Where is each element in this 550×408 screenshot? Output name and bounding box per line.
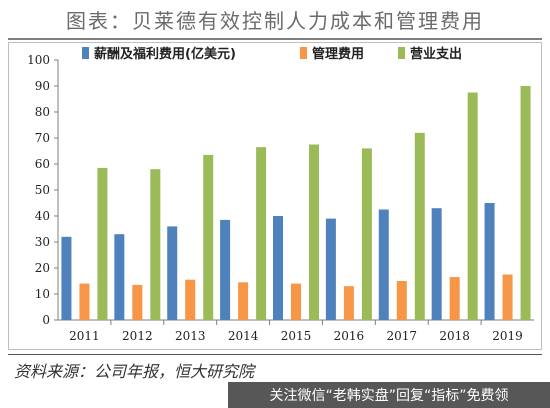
bar-2-2019 [502,274,513,320]
legend-swatch-3 [398,47,405,59]
x-tick-label: 2012 [122,329,153,343]
source-note: 资料来源：公司年报，恒大研究院 [14,362,255,381]
bar-2-2015 [291,283,301,320]
bar-1-2016 [325,218,336,320]
y-tick-label: 100 [27,53,50,67]
x-tick-label: 2015 [281,329,312,343]
legend-label-1: 薪酬及福利费用(亿美元) [94,46,236,62]
y-tick-label: 50 [35,183,50,197]
bar-3-2013 [203,154,214,320]
x-tick-label: 2013 [175,329,206,343]
y-tick-label: 30 [35,235,50,249]
bar-1-2015 [273,216,283,320]
legend-label-3: 营业支出 [410,46,462,62]
y-tick-label: 0 [42,313,50,327]
bar-2-2016 [343,286,354,320]
x-tick-label: 2016 [334,329,365,343]
chart-title-bar: 图表：贝莱德有效控制人力成本和管理费用 [0,0,550,38]
bar-2-2012 [132,284,143,320]
x-tick-label: 2019 [492,329,523,343]
bar-3-2016 [361,148,372,320]
bar-2-2017 [396,281,407,320]
bar-1-2018 [431,208,442,320]
bar-2-2011 [79,283,90,320]
page-title: 图表：贝莱德有效控制人力成本和管理费用 [66,8,484,33]
y-tick-label: 40 [35,209,50,223]
bar-1-2012 [114,234,125,320]
x-tick-label: 2014 [228,329,259,343]
source-divider [8,354,542,355]
watermark-text: 关注微信“老韩实盘”回复“指标”免费领 [269,388,509,404]
y-tick-label: 90 [35,79,50,93]
x-tick-label: 2011 [69,329,100,343]
bar-3-2018 [467,92,478,320]
bar-1-2013 [167,226,178,320]
bar-1-2014 [220,219,231,320]
bar-3-2017 [414,132,425,320]
legend-swatch-1 [82,47,89,59]
bar-2-2014 [238,282,249,320]
x-tick-label: 2018 [439,329,470,343]
bar-2-2013 [185,279,196,320]
y-tick-label: 60 [35,157,50,171]
y-tick-label: 10 [35,287,50,301]
chart-frame [8,42,542,350]
x-tick-label: 2017 [387,329,418,343]
bar-3-2014 [256,147,267,320]
bar-3-2011 [97,167,108,320]
bar-1-2017 [378,209,389,320]
bar-1-2019 [484,203,495,320]
watermark-banner: 关注微信“老韩实盘”回复“指标”免费领 [228,382,550,408]
bar-3-2019 [520,86,531,320]
legend-swatch-2 [300,47,307,59]
bar-3-2015 [309,144,319,320]
bar-1-2011 [61,236,72,320]
y-tick-label: 80 [35,105,50,119]
bar-3-2012 [150,169,161,320]
y-tick-label: 70 [35,131,50,145]
bar-chart: 0 10 20 30 40 50 60 70 80 90 100 2011 2012 2013 2014 20… [27,46,534,343]
title-divider [8,38,542,40]
y-tick-label: 20 [35,261,50,275]
legend-label-2: 管理费用 [312,46,364,62]
bar-2-2018 [449,277,460,320]
